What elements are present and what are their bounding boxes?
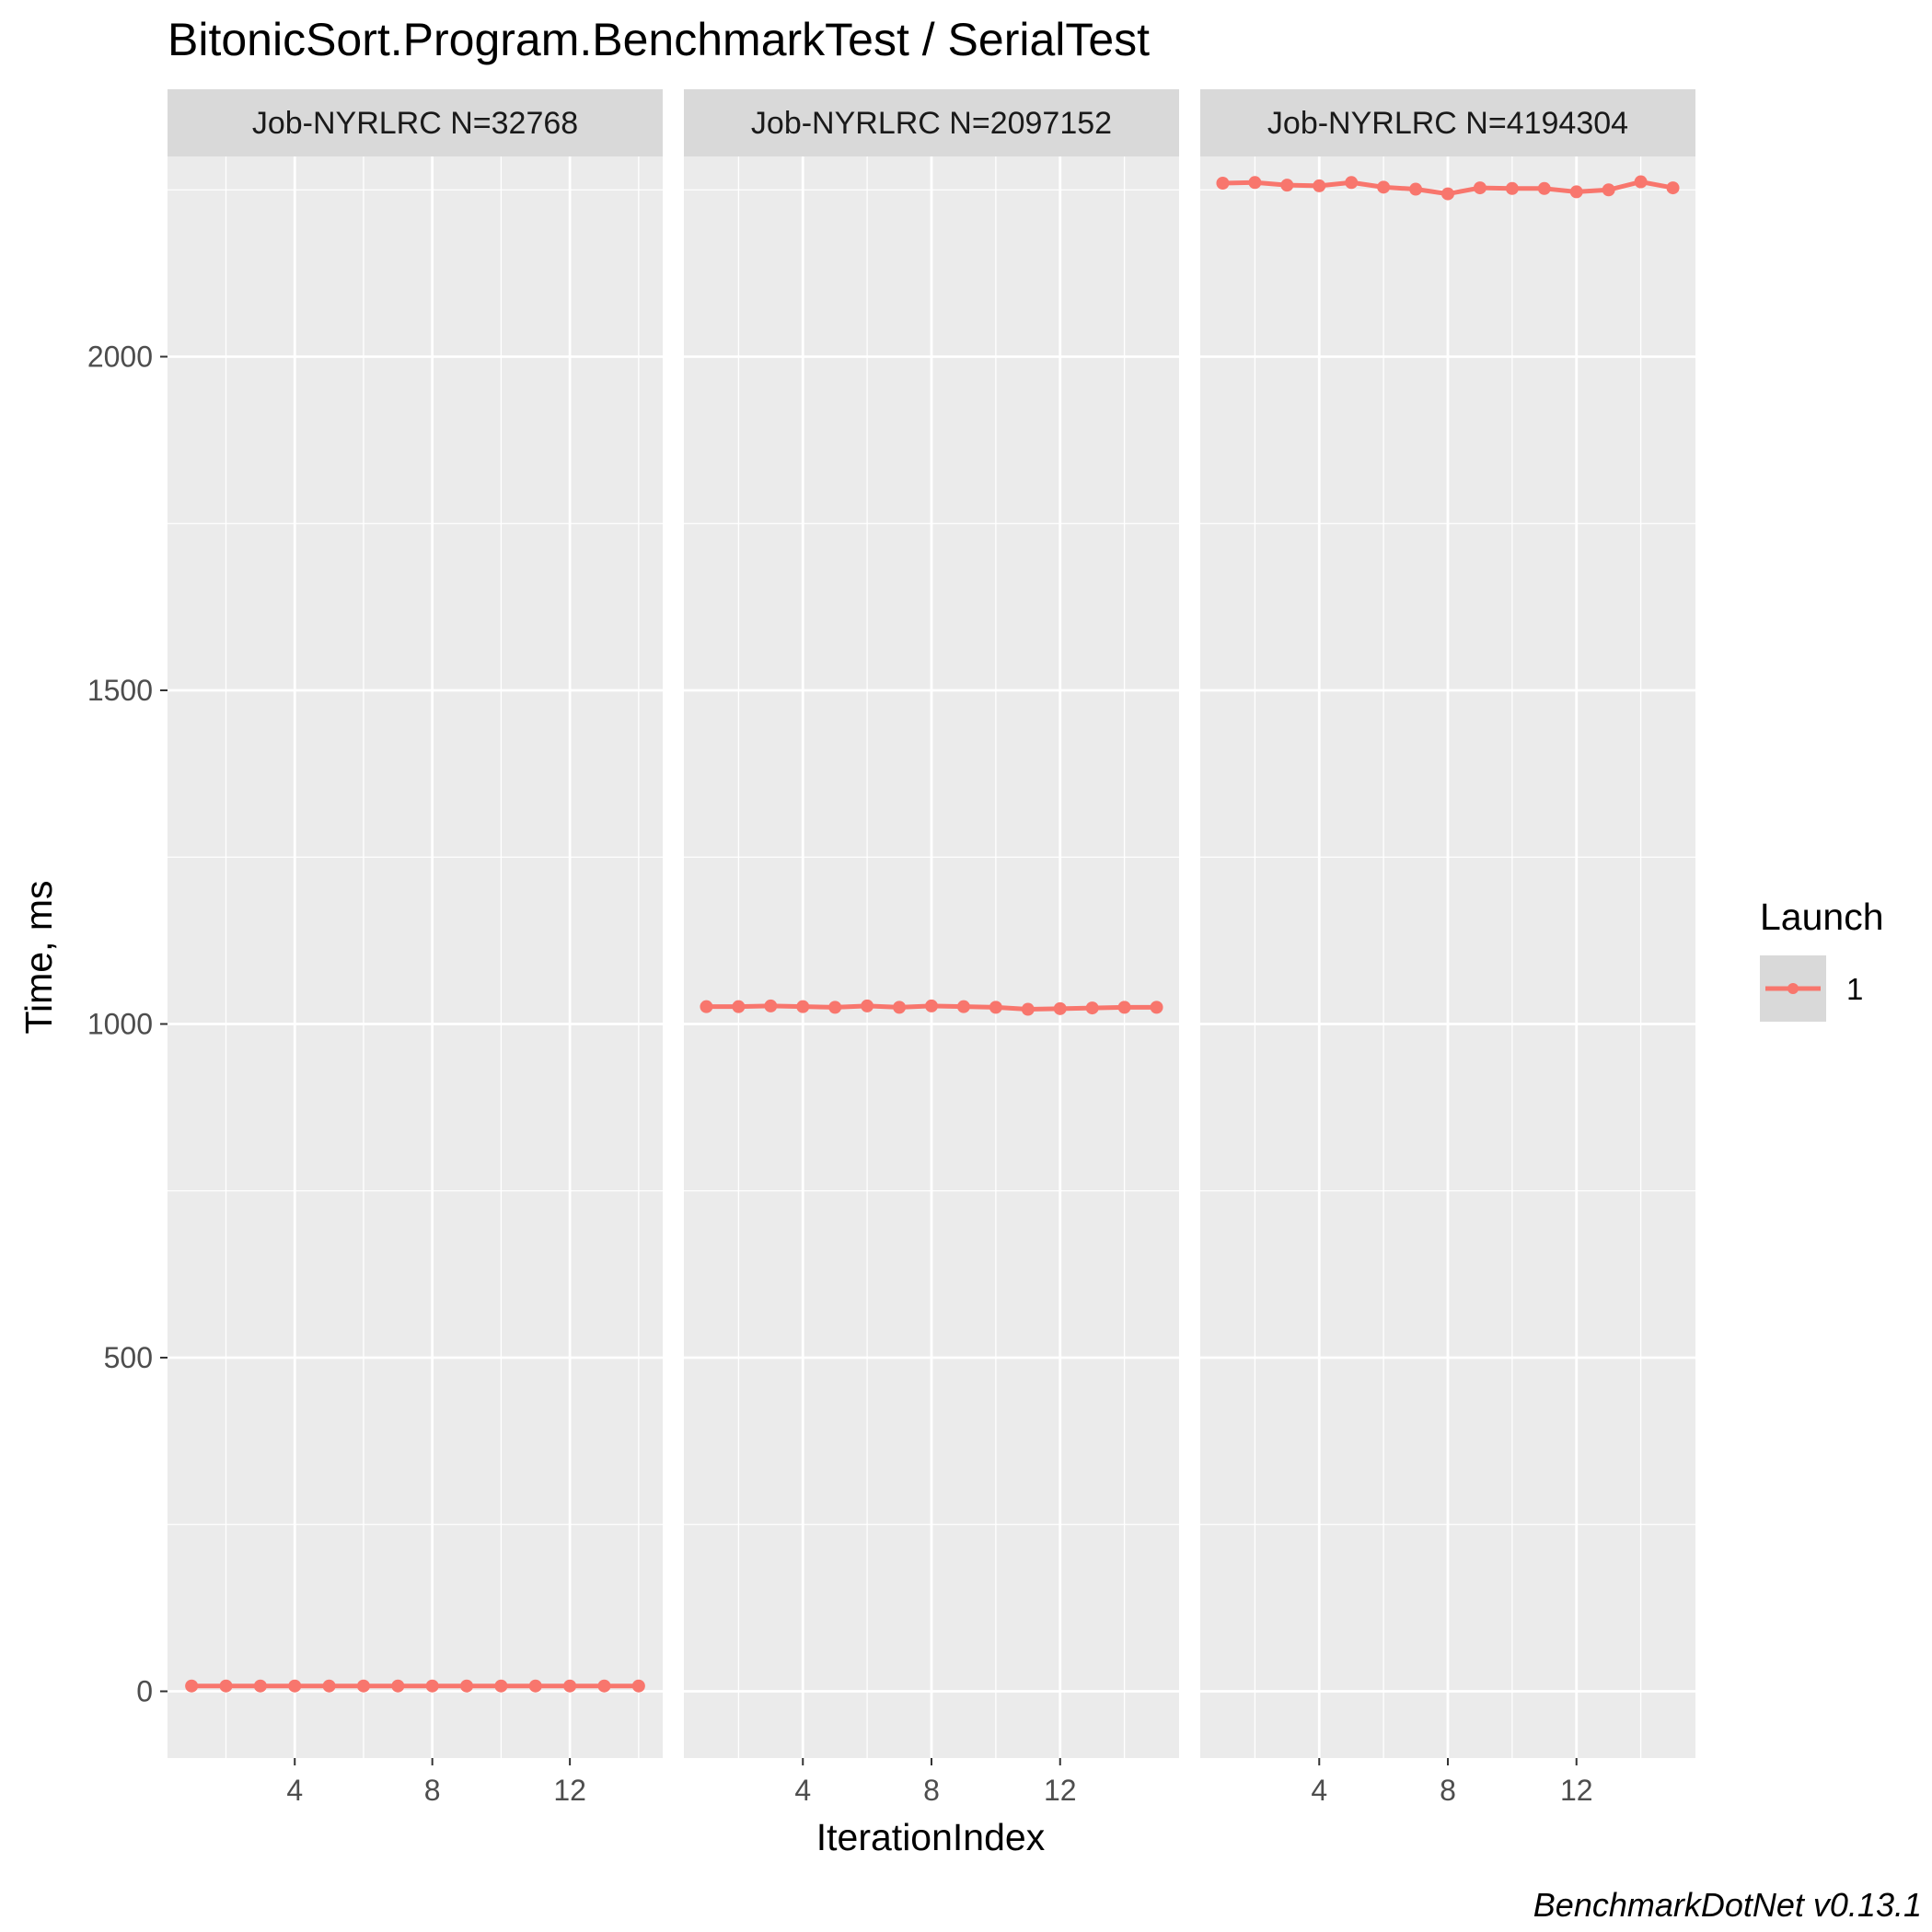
caption: BenchmarkDotNet v0.13.1 (1533, 1886, 1922, 1924)
legend-title: Launch (1760, 896, 1884, 938)
data-point (925, 999, 938, 1012)
x-tick-label: 4 (1311, 1774, 1327, 1807)
data-point (828, 1001, 842, 1014)
x-axis-title: IterationIndex (816, 1816, 1046, 1858)
data-point (460, 1679, 474, 1693)
data-point (700, 1000, 713, 1013)
data-point (1117, 1001, 1131, 1014)
y-axis-title: Time, ms (17, 880, 60, 1034)
x-tick-label: 12 (1044, 1774, 1077, 1807)
data-point (1053, 1001, 1067, 1015)
legend-entry-label: 1 (1846, 972, 1863, 1006)
chart-title: BitonicSort.Program.BenchmarkTest / Seri… (168, 14, 1150, 65)
data-point (1280, 179, 1294, 192)
facet-strip-label: Job-NYRLRC N=32768 (252, 106, 578, 141)
data-point (425, 1679, 439, 1693)
data-point (1473, 181, 1487, 195)
facet-panel-1: Job-NYRLRC N=32768 4 8 12 (168, 89, 663, 1807)
facet-strip (1200, 89, 1695, 156)
y-tick-label: 2000 (87, 341, 153, 374)
facet-panel-2: Job-NYRLRC N=2097152 4 8 12 (684, 89, 1179, 1807)
x-tick-label: 12 (1560, 1774, 1593, 1807)
facet-strip (168, 89, 663, 156)
data-point (356, 1679, 370, 1693)
data-point (322, 1679, 336, 1693)
data-point (1602, 183, 1615, 197)
data-point (1505, 181, 1519, 195)
x-tick-label: 4 (286, 1774, 303, 1807)
data-point (1634, 175, 1648, 189)
data-point (631, 1679, 645, 1693)
x-tick-label: 4 (794, 1774, 811, 1807)
x-tick-label: 8 (1440, 1774, 1456, 1807)
data-point (253, 1679, 267, 1693)
data-point (1666, 181, 1680, 195)
facet-panel-3: Job-NYRLRC N=4194304 4 8 12 (1200, 89, 1695, 1807)
y-tick-label: 1500 (87, 674, 153, 707)
data-point (764, 999, 778, 1012)
data-point (185, 1679, 199, 1693)
panel-background (168, 156, 663, 1758)
facet-strip (684, 89, 1179, 156)
data-point (1345, 176, 1359, 190)
data-point (1441, 187, 1454, 201)
data-point (1409, 182, 1423, 196)
facet-strip-label: Job-NYRLRC N=2097152 (751, 106, 1112, 141)
data-point (528, 1679, 542, 1693)
data-point (956, 1000, 970, 1013)
data-point (732, 1000, 746, 1013)
data-point (1085, 1001, 1099, 1015)
data-point (1150, 1001, 1163, 1014)
data-point (861, 999, 874, 1012)
data-point (1216, 177, 1230, 190)
data-point (219, 1679, 233, 1693)
data-point (1569, 185, 1583, 199)
x-tick-label: 12 (553, 1774, 586, 1807)
data-point (391, 1679, 405, 1693)
data-point (1537, 181, 1551, 195)
y-tick-label: 0 (136, 1675, 153, 1708)
facet-strip-label: Job-NYRLRC N=4194304 (1267, 106, 1628, 141)
x-tick-label: 8 (923, 1774, 940, 1807)
data-point (1377, 180, 1391, 194)
data-point (563, 1679, 577, 1693)
data-point (1248, 176, 1262, 190)
data-point (1313, 179, 1326, 192)
x-tick-label: 8 (424, 1774, 441, 1807)
data-point (796, 1000, 810, 1013)
y-axis: 0 500 1000 1500 2000 (87, 341, 168, 1708)
data-point (989, 1001, 1002, 1014)
legend-key-point (1787, 983, 1799, 994)
data-point (1021, 1002, 1035, 1016)
y-tick-label: 1000 (87, 1008, 153, 1041)
data-point (597, 1679, 611, 1693)
data-point (893, 1001, 907, 1014)
y-tick-label: 500 (104, 1341, 153, 1374)
legend: Launch 1 (1760, 896, 1884, 1022)
data-point (494, 1679, 508, 1693)
data-point (288, 1679, 302, 1693)
